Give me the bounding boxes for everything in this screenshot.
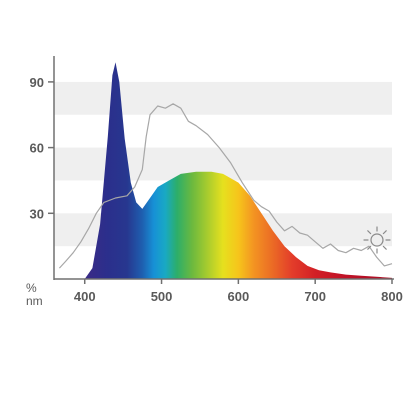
daylight-outline (58, 103, 393, 269)
x-tick-labels: 400 500 600 700 800 (74, 289, 403, 304)
y-tick-label: 30 (30, 206, 44, 221)
spectrum-area (84, 62, 392, 280)
x-tick-label: 700 (304, 289, 326, 304)
x-axis-unit-label: nm (26, 294, 43, 308)
x-tick-label: 800 (381, 289, 403, 304)
x-tick-label: 500 (151, 289, 173, 304)
x-tick-label: 400 (74, 289, 96, 304)
y-tick-label: 90 (30, 75, 44, 90)
sun-icon (363, 226, 391, 254)
y-tick-label: 60 (30, 141, 44, 156)
axes (48, 56, 394, 284)
grid-band (54, 81, 392, 115)
x-tick-label: 600 (228, 289, 250, 304)
y-axis-unit-label: % (26, 281, 37, 295)
series-layer (58, 62, 393, 280)
y-tick-labels: 30 60 90 (30, 75, 44, 221)
